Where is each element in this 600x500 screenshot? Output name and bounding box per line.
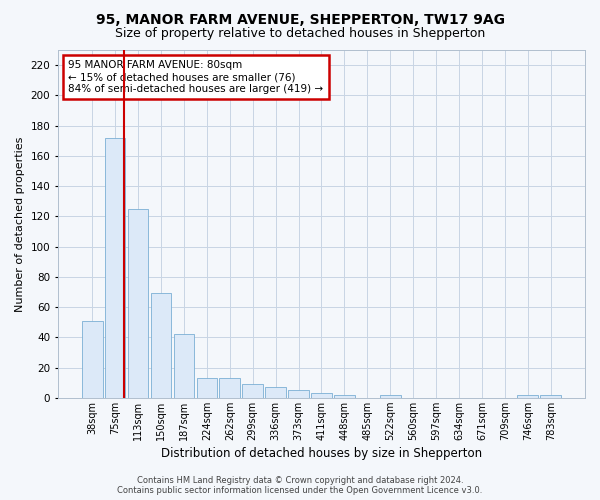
Text: Contains HM Land Registry data © Crown copyright and database right 2024.
Contai: Contains HM Land Registry data © Crown c… [118, 476, 482, 495]
Bar [311, 393, 332, 398]
Bar [151, 294, 172, 398]
Bar [265, 387, 286, 398]
Text: Size of property relative to detached houses in Shepperton: Size of property relative to detached ho… [115, 28, 485, 40]
X-axis label: Distribution of detached houses by size in Shepperton: Distribution of detached houses by size … [161, 447, 482, 460]
Text: 95 MANOR FARM AVENUE: 80sqm
← 15% of detached houses are smaller (76)
84% of sem: 95 MANOR FARM AVENUE: 80sqm ← 15% of det… [68, 60, 323, 94]
Bar [128, 209, 148, 398]
Bar [334, 395, 355, 398]
Bar [541, 395, 561, 398]
Bar [173, 334, 194, 398]
Bar [242, 384, 263, 398]
Text: 95, MANOR FARM AVENUE, SHEPPERTON, TW17 9AG: 95, MANOR FARM AVENUE, SHEPPERTON, TW17 … [95, 12, 505, 26]
Bar [82, 320, 103, 398]
Bar [517, 395, 538, 398]
Bar [220, 378, 240, 398]
Bar [288, 390, 309, 398]
Bar [380, 395, 401, 398]
Y-axis label: Number of detached properties: Number of detached properties [15, 136, 25, 312]
Bar [197, 378, 217, 398]
Bar [105, 138, 125, 398]
